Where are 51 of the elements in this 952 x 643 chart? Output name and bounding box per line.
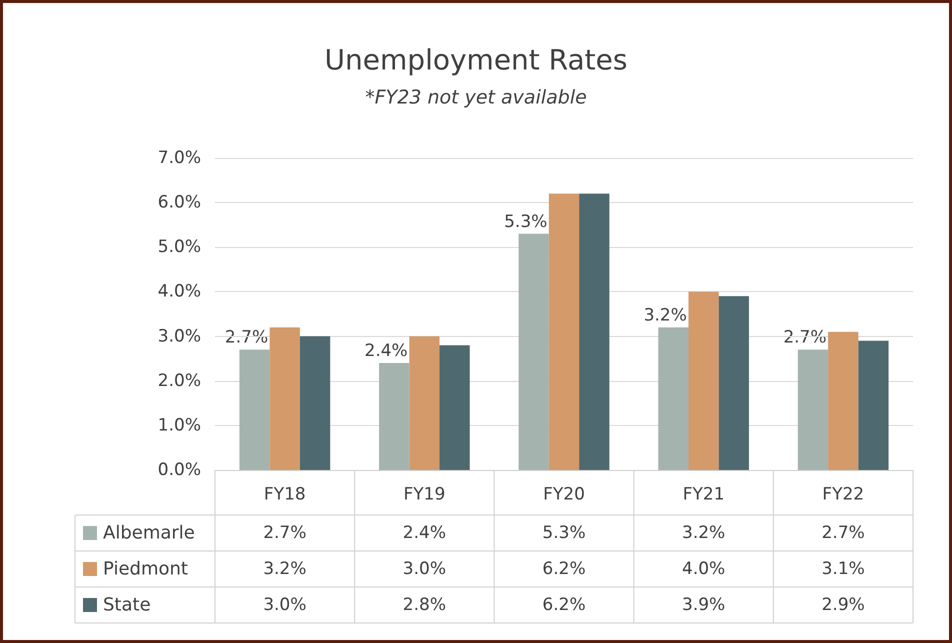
chart-title: Unemployment Rates: [324, 44, 628, 76]
data-label: 2.4%: [402, 523, 446, 543]
data-label: 2.8%: [402, 595, 446, 615]
y-tick-label: 5.0%: [158, 237, 201, 258]
y-tick-label: 2.0%: [158, 370, 201, 391]
bar: [658, 327, 688, 470]
data-label: 2.9%: [822, 595, 865, 615]
bar: [718, 296, 749, 470]
y-tick-label: 3.0%: [158, 326, 201, 346]
legend-label: Piedmont: [103, 558, 188, 580]
data-label: 3.0%: [263, 595, 306, 615]
bar: [270, 327, 300, 470]
data-label: 6.2%: [542, 559, 586, 579]
annotation: 2.4%: [364, 341, 408, 362]
x-tick-label: FY22: [822, 484, 864, 504]
bar: [409, 336, 440, 470]
y-tick-label: 4.0%: [158, 282, 201, 302]
bar: [798, 350, 828, 470]
data-label: 3.0%: [402, 559, 446, 579]
data-label: 5.3%: [542, 523, 586, 543]
x-tick-label: FY21: [682, 484, 724, 504]
annotation: 5.3%: [504, 212, 548, 232]
annotation: 3.2%: [644, 305, 687, 326]
bar: [440, 345, 470, 470]
legend-label: Albemarle: [103, 522, 195, 544]
x-tick-label: FY19: [404, 484, 446, 504]
data-label: 2.7%: [822, 523, 865, 543]
bar: [828, 332, 858, 470]
legend-label: State: [103, 594, 151, 616]
bar: [579, 194, 610, 470]
data-label: 3.1%: [822, 559, 865, 579]
data-label: 3.2%: [263, 559, 306, 579]
y-tick-label: 7.0%: [158, 148, 201, 168]
bar: [300, 336, 330, 470]
data-label: 4.0%: [682, 559, 726, 579]
bar: [858, 340, 889, 470]
data-label: 2.7%: [263, 523, 306, 543]
x-tick-label: FY20: [543, 484, 585, 504]
data-label: 3.2%: [682, 523, 726, 543]
y-tick-label: 6.0%: [158, 192, 201, 213]
bar: [688, 292, 719, 470]
chart-subtitle: *FY23 not yet available: [365, 86, 587, 108]
data-label: 6.2%: [542, 595, 586, 615]
bar: [239, 350, 270, 470]
y-tick-label: 0.0%: [158, 460, 201, 480]
bar: [518, 234, 549, 470]
bar: [379, 363, 410, 470]
x-tick-label: FY18: [264, 484, 306, 504]
bar: [548, 194, 580, 470]
data-label: 3.9%: [682, 595, 726, 615]
y-tick-label: 1.0%: [158, 415, 201, 436]
